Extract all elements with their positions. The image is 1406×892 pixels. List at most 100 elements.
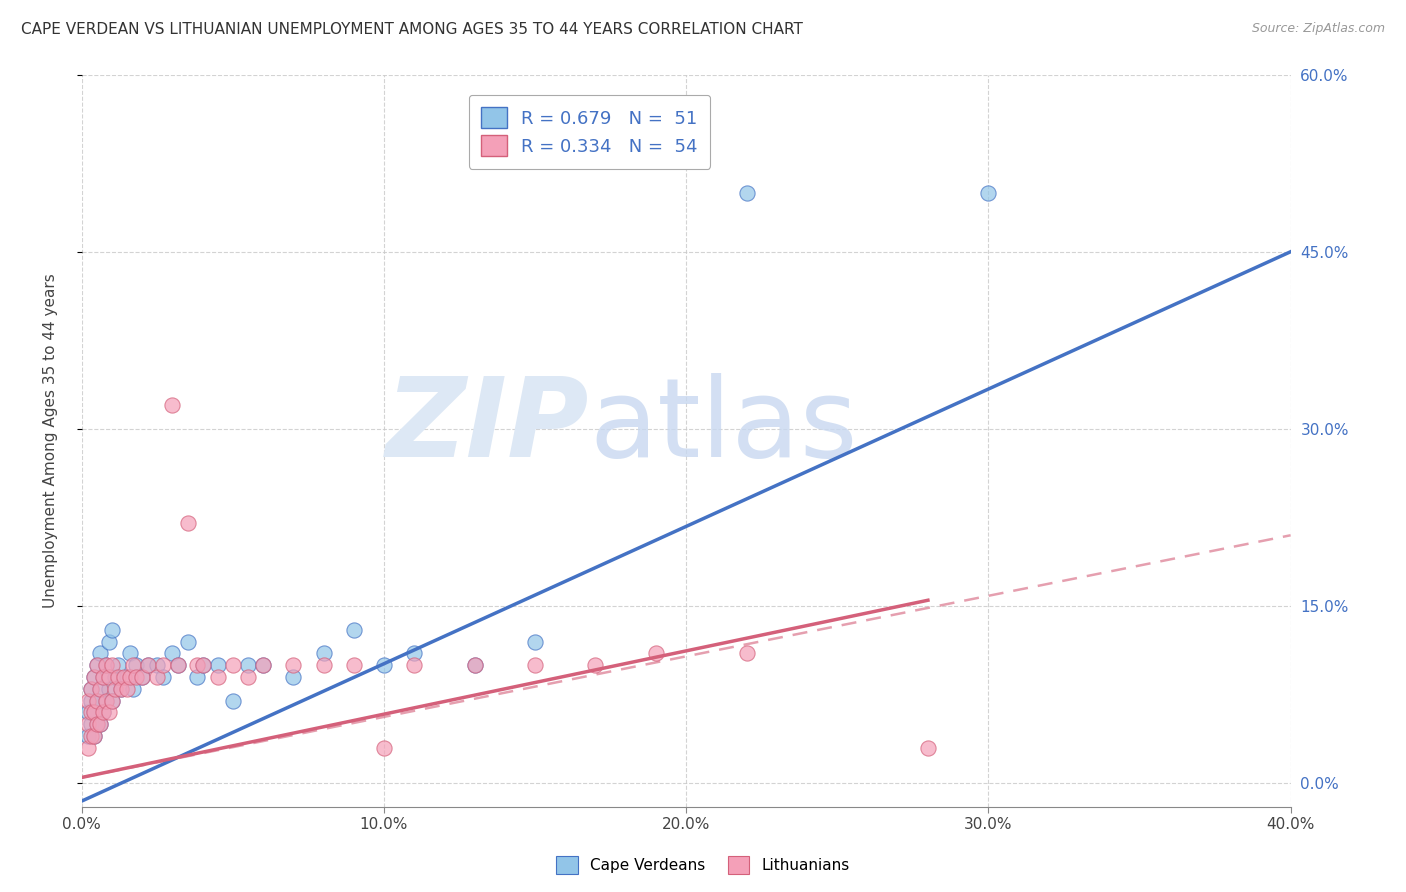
Point [464,658,486,673]
Point [191,658,214,673]
Point [112,670,135,684]
Point [86,717,108,731]
Point [97,681,120,696]
Point [107,670,129,684]
Point [76,693,98,707]
Point [80,706,103,720]
Point [343,658,366,673]
Point [115,681,138,696]
Point [404,647,426,661]
Point [252,658,274,673]
Point [122,658,145,673]
Point [125,658,148,673]
Point [146,670,169,684]
Point [76,706,98,720]
Point [76,717,98,731]
Legend: R = 0.679   N =  51, R = 0.334   N =  54: R = 0.679 N = 51, R = 0.334 N = 54 [468,95,710,169]
Point [80,717,103,731]
Point [83,729,105,743]
Point [76,740,98,755]
Point [312,647,335,661]
Text: ZIP: ZIP [387,373,589,480]
Point [94,693,117,707]
Point [735,647,758,661]
Point [152,670,174,684]
Point [236,670,259,684]
Point [86,693,108,707]
Y-axis label: Unemployment Among Ages 35 to 44 years: Unemployment Among Ages 35 to 44 years [44,273,58,608]
Point [110,681,132,696]
Point [162,398,184,412]
Point [83,729,105,743]
Point [91,670,114,684]
Point [404,658,426,673]
Point [524,634,547,648]
Point [104,681,127,696]
Point [101,623,124,637]
Point [131,670,153,684]
Point [152,658,174,673]
Point [83,670,105,684]
Point [207,670,229,684]
Text: atlas: atlas [589,373,858,480]
Point [373,658,395,673]
Point [97,634,120,648]
Point [343,623,366,637]
Point [89,647,111,661]
Point [80,681,103,696]
Point [89,717,111,731]
Point [115,670,138,684]
Point [120,670,142,684]
Point [373,740,395,755]
Legend: Cape Verdeans, Lithuanians: Cape Verdeans, Lithuanians [550,850,856,880]
Point [122,681,145,696]
Point [80,693,103,707]
Point [252,658,274,673]
Point [977,186,1000,200]
Point [176,516,198,531]
Point [83,706,105,720]
Point [80,729,103,743]
Point [176,634,198,648]
Point [86,717,108,731]
Point [86,693,108,707]
Point [120,647,142,661]
Point [283,670,305,684]
Point [312,658,335,673]
Point [125,670,148,684]
Point [464,658,486,673]
Point [524,658,547,673]
Point [167,658,190,673]
Text: CAPE VERDEAN VS LITHUANIAN UNEMPLOYMENT AMONG AGES 35 TO 44 YEARS CORRELATION CH: CAPE VERDEAN VS LITHUANIAN UNEMPLOYMENT … [21,22,803,37]
Point [207,658,229,673]
Point [101,693,124,707]
Point [97,670,120,684]
Point [76,729,98,743]
Point [167,658,190,673]
Point [222,693,245,707]
Point [86,658,108,673]
Point [917,740,939,755]
Point [91,706,114,720]
Point [107,658,129,673]
Point [97,706,120,720]
Point [131,670,153,684]
Point [89,717,111,731]
Point [146,658,169,673]
Point [101,658,124,673]
Point [104,670,127,684]
Point [94,658,117,673]
Point [222,658,245,673]
Point [645,647,668,661]
Point [136,658,159,673]
Point [162,647,184,661]
Point [89,681,111,696]
Point [283,658,305,673]
Point [86,658,108,673]
Point [83,706,105,720]
Point [83,670,105,684]
Point [236,658,259,673]
Point [585,658,607,673]
Point [191,658,214,673]
Point [94,693,117,707]
